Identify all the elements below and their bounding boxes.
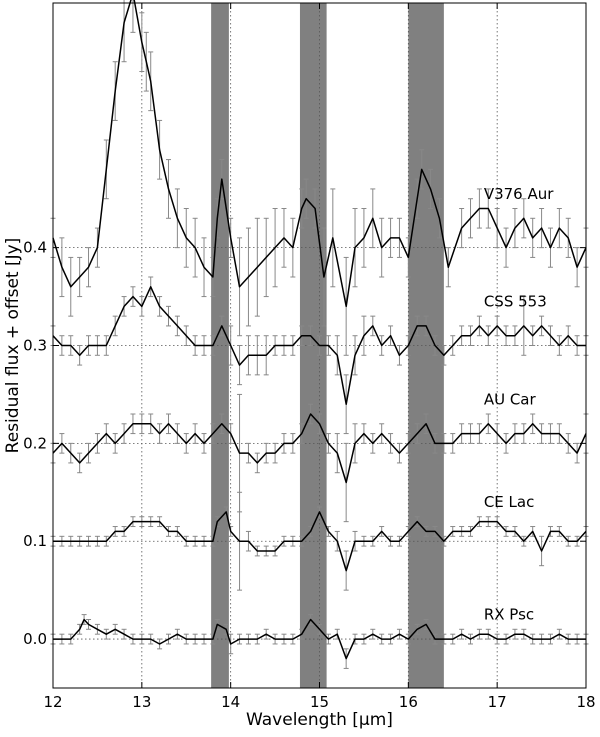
series-4 xyxy=(50,491,589,591)
axis-ticks xyxy=(52,3,587,688)
x-tick-label: 15 xyxy=(310,693,329,711)
y-axis-label: Residual flux + offset [Jy] xyxy=(3,238,23,454)
series-label: CE Lac xyxy=(484,493,535,511)
series-2 xyxy=(50,276,589,435)
x-tick-label: 16 xyxy=(399,693,418,711)
x-axis-label: Wavelength [μm] xyxy=(246,710,393,730)
series-line xyxy=(52,413,587,484)
y-tick-label: 0.3 xyxy=(23,337,47,355)
series-label: AU Car xyxy=(484,390,537,408)
series-3 xyxy=(50,393,589,523)
series-line xyxy=(52,0,587,308)
series-labels: V376 Aur CSS 553 AU Car CE Lac RX Psc xyxy=(484,185,554,624)
y-tick-label: 0.1 xyxy=(23,532,47,550)
x-tick-label: 14 xyxy=(221,693,240,711)
x-tick-label: 12 xyxy=(43,693,62,711)
series-line xyxy=(52,286,586,405)
series-label: CSS 553 xyxy=(484,292,547,310)
series-label: V376 Aur xyxy=(484,185,554,203)
series-line xyxy=(53,618,586,660)
series-label: RX Psc xyxy=(484,606,534,624)
series-line xyxy=(53,511,587,572)
series-group xyxy=(50,0,589,669)
x-tick-label: 17 xyxy=(488,693,507,711)
y-tick-label: 0.4 xyxy=(23,239,47,257)
x-tick-label: 18 xyxy=(576,693,595,711)
x-tick-label: 13 xyxy=(132,693,151,711)
y-tick-label: 0.2 xyxy=(23,434,47,452)
series-5 xyxy=(50,614,589,669)
tick-labels: 12 13 14 15 16 17 18 0.0 0.1 0.2 0.3 0.4 xyxy=(23,239,595,711)
y-tick-label: 0.0 xyxy=(23,630,47,648)
series-1 xyxy=(50,0,589,356)
